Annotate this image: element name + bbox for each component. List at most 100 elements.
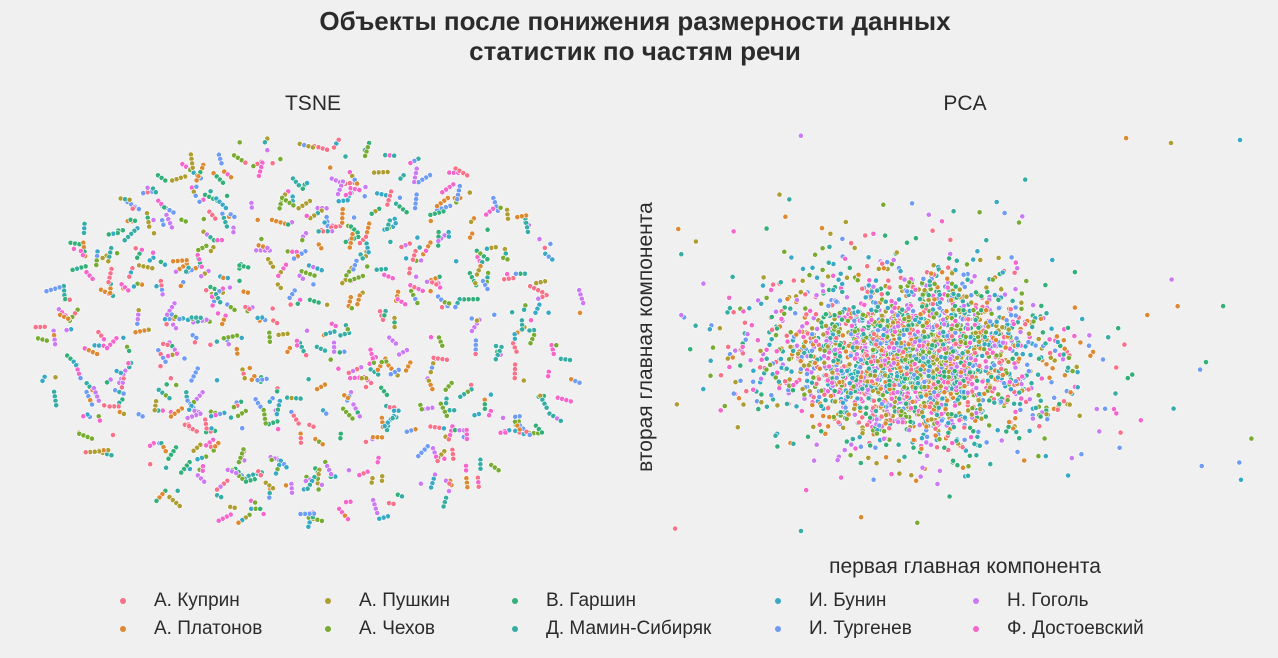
pca-point (1047, 354, 1054, 361)
pca-point (862, 232, 869, 239)
pca-point (1039, 329, 1046, 336)
pca-point (750, 378, 756, 385)
tsne-point (297, 439, 304, 446)
tsne-point (139, 413, 146, 420)
tsne-point (511, 375, 518, 381)
pca-point (850, 304, 857, 311)
legend-item: И. Бунин (775, 590, 886, 612)
pca-point (945, 264, 952, 271)
pca-point (928, 441, 934, 448)
legend-marker-icon (973, 598, 979, 604)
tsne-point (345, 369, 352, 376)
tsne-point (266, 338, 273, 345)
tsne-point (356, 240, 363, 246)
pca-point (933, 310, 940, 317)
tsne-point (358, 375, 365, 382)
pca-point (941, 321, 948, 328)
pca-point (816, 421, 823, 428)
pca-point (816, 365, 823, 372)
pca-point (950, 208, 957, 215)
pca-point (739, 343, 746, 350)
pca-point (758, 399, 765, 406)
pca-point (923, 439, 930, 446)
pca-point (935, 404, 942, 411)
pca-point (921, 334, 928, 340)
pca-point (956, 286, 963, 293)
pca-point (877, 340, 884, 347)
tsne-point (273, 470, 279, 477)
tsne-point (343, 499, 349, 505)
pca-point (1012, 286, 1019, 292)
pca-point (907, 418, 914, 425)
tsne-point (69, 266, 76, 273)
pca-point (923, 423, 930, 430)
pca-point (934, 481, 941, 487)
pca-point (948, 297, 954, 304)
tsne-point (223, 223, 230, 230)
pca-point (1044, 416, 1051, 423)
pca-point (809, 413, 815, 419)
pca-point (1026, 396, 1033, 403)
pca-point (848, 441, 855, 448)
pca-point (989, 276, 996, 283)
tsne-point (500, 414, 506, 421)
tsne-point (89, 401, 95, 408)
pca-point (758, 375, 764, 382)
pca-point (1037, 413, 1044, 420)
pca-point (938, 417, 945, 424)
pca-point (851, 411, 858, 418)
tsne-point (381, 312, 388, 319)
pca-point (983, 364, 990, 371)
tsne-point (93, 262, 100, 268)
tsne-point (509, 309, 515, 316)
pca-point (926, 278, 933, 285)
pca-point (795, 350, 802, 357)
pca-point (755, 337, 761, 344)
tsne-point (165, 455, 172, 462)
pca-point (884, 259, 891, 265)
tsne-point (63, 327, 70, 333)
pca-point (905, 305, 912, 312)
tsne-point (188, 377, 195, 384)
pca-point (766, 341, 773, 348)
pca-point (878, 400, 885, 407)
tsne-point (396, 194, 403, 201)
tsne-point (119, 384, 125, 391)
pca-point (964, 261, 970, 268)
tsne-point (337, 332, 344, 339)
pca-point (872, 444, 879, 451)
tsne-point (428, 484, 434, 491)
tsne-point (349, 415, 356, 422)
pca-point (991, 342, 998, 349)
pca-point (952, 402, 958, 409)
pca-point (870, 397, 877, 404)
tsne-point (392, 340, 399, 347)
pca-point (1003, 317, 1010, 324)
tsne-point (390, 500, 397, 507)
pca-point (1124, 375, 1131, 381)
pca-point (742, 336, 749, 343)
pca-point (1012, 415, 1019, 422)
tsne-point (347, 277, 353, 284)
pca-point (835, 276, 842, 283)
pca-point (1087, 352, 1094, 359)
pca-point (692, 322, 699, 329)
tsne-point (342, 239, 349, 245)
pca-point (908, 472, 915, 479)
pca-point (1048, 325, 1055, 332)
pca-point (854, 395, 861, 402)
legend-label: А. Чехов (359, 618, 435, 639)
pca-point (1051, 394, 1058, 401)
tsne-scatter-plot (32, 135, 587, 530)
pca-point (781, 304, 788, 311)
tsne-point (162, 177, 169, 184)
tsne-point (511, 335, 518, 342)
pca-point (886, 382, 893, 389)
pca-point (880, 265, 887, 272)
tsne-point (371, 169, 377, 176)
tsne-point (303, 213, 310, 219)
pca-point (873, 460, 880, 467)
pca-point (978, 293, 985, 300)
pca-point (848, 322, 855, 329)
tsne-point (362, 438, 369, 445)
